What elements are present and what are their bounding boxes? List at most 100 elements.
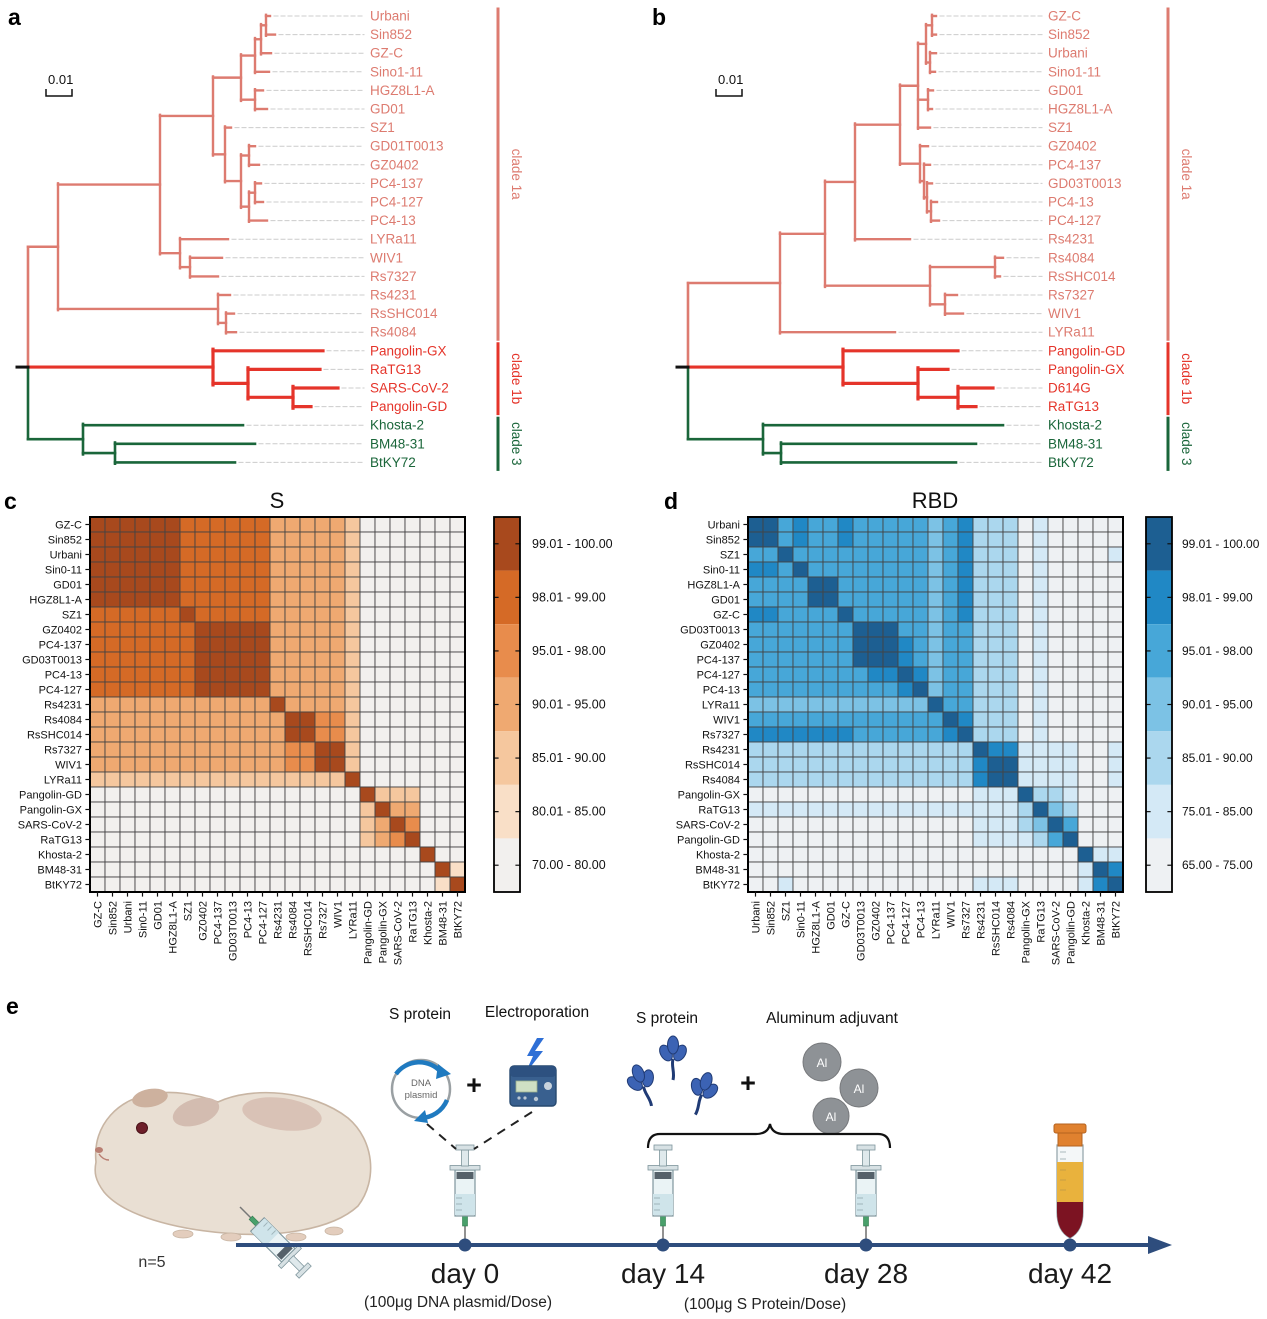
heatmap-cell	[254, 816, 271, 833]
heatmap-cell	[374, 741, 391, 758]
heatmap-cell	[957, 681, 974, 698]
heatmap-cell	[299, 561, 316, 578]
heatmap-cell	[957, 516, 974, 533]
heatmap-cell	[1002, 756, 1019, 773]
heatmap-cell	[389, 861, 406, 878]
heatmap-cell	[1107, 741, 1124, 758]
heatmap-cell	[449, 741, 466, 758]
heatmap-cell	[149, 606, 166, 623]
heatmap-cell	[1062, 861, 1079, 878]
heatmap-cell	[747, 756, 764, 773]
tree-leaf-label: RsSHC014	[370, 306, 438, 321]
heatmap-cell	[209, 771, 226, 788]
heatmap-cell	[867, 591, 884, 608]
heatmap-cell	[852, 831, 869, 848]
heatmap-cell	[822, 696, 839, 713]
heatmap-cell	[224, 696, 241, 713]
heatmap-rbd-title: RBD	[911, 488, 959, 513]
heatmap-cell	[912, 831, 929, 848]
heatmap-cell	[957, 696, 974, 713]
heatmap-cell	[119, 711, 136, 728]
heatmap-cell	[104, 786, 121, 803]
heatmap-cell	[89, 786, 106, 803]
heatmap-cell	[419, 786, 436, 803]
heatmap-cell	[194, 681, 211, 698]
heatmap-cell	[942, 816, 959, 833]
heatmap-cell	[1017, 831, 1034, 848]
heatmap-cell	[807, 726, 824, 743]
heatmap-cell	[89, 576, 106, 593]
dashed-connector	[426, 1123, 457, 1150]
heatmap-cell	[807, 861, 824, 878]
heatmap-cell	[1002, 606, 1019, 623]
scalebar-label: 0.01	[48, 72, 73, 87]
tree-leaf-label: Sino1-11	[1048, 64, 1101, 79]
heatmap-cell	[747, 876, 764, 893]
heatmap-cell	[822, 591, 839, 608]
heatmap-cell	[164, 561, 181, 578]
tree-leaf-label: SZ1	[370, 120, 395, 135]
heatmap-cell	[852, 726, 869, 743]
heatmap-cell	[897, 621, 914, 638]
heatmap-cell	[299, 876, 316, 893]
heatmap-cell	[194, 756, 211, 773]
heatmap-cell	[374, 681, 391, 698]
heatmap-cell	[807, 771, 824, 788]
heatmap-cell	[374, 576, 391, 593]
heatmap-cell	[1107, 726, 1124, 743]
heatmap-cell	[329, 546, 346, 563]
heatmap-cell	[344, 771, 361, 788]
tree-leaf-label: PC4-13	[1048, 195, 1094, 210]
plasmid-label-line1: DNA	[411, 1078, 432, 1089]
colorbar-border	[1145, 516, 1173, 893]
heatmap-cell	[179, 741, 196, 758]
heatmap-cell	[987, 621, 1004, 638]
heatmap-cell	[404, 771, 421, 788]
tree-leaf-label: Pangolin-GX	[1048, 362, 1125, 377]
heatmap-cell	[1017, 516, 1034, 533]
brace	[646, 1123, 892, 1149]
heatmap-cell	[867, 726, 884, 743]
heatmap-cell	[1092, 846, 1109, 863]
heatmap-cell	[104, 621, 121, 638]
heatmap-cell	[1077, 741, 1094, 758]
heatmap-cell	[344, 606, 361, 623]
heatmap-cell	[1047, 606, 1064, 623]
heatmap-cell	[209, 531, 226, 548]
heatmap-col-label: GZ0402	[198, 901, 210, 941]
timeline-dot-day0	[458, 1238, 472, 1252]
heatmap-cell	[359, 696, 376, 713]
timeline-dot-day42	[1063, 1238, 1077, 1252]
heatmap-cell	[359, 741, 376, 758]
heatmap-cell	[284, 771, 301, 788]
heatmap-cell	[897, 756, 914, 773]
heatmap-cell	[434, 516, 451, 533]
heatmap-cell	[209, 711, 226, 728]
heatmap-cell	[284, 876, 301, 893]
heatmap-cell	[254, 846, 271, 863]
heatmap-row-label: Pangolin-GX	[678, 789, 741, 801]
legend-label: 80.01 - 85.00	[532, 805, 606, 819]
heatmap-cell	[897, 651, 914, 668]
heatmap-cell	[1002, 546, 1019, 563]
heatmap-cell	[449, 711, 466, 728]
heatmap-cell	[987, 831, 1004, 848]
heatmap-cell	[344, 516, 361, 533]
panel-letter-b: b	[652, 4, 667, 30]
heatmap-cell	[269, 546, 286, 563]
heatmap-cell	[942, 846, 959, 863]
heatmap-cell	[1077, 861, 1094, 878]
heatmap-cell	[747, 546, 764, 563]
heatmap-cell	[449, 651, 466, 668]
heatmap-cell	[1032, 561, 1049, 578]
heatmap-cell	[837, 816, 854, 833]
heatmap-cell	[867, 621, 884, 638]
heatmap-cell	[1002, 846, 1019, 863]
heatmap-cell	[807, 711, 824, 728]
clade-label: clade 1b	[509, 353, 524, 404]
panel-e-art: DNA plasmid	[94, 1034, 1172, 1283]
heatmap-cell	[134, 816, 151, 833]
heatmap-cell	[957, 576, 974, 593]
heatmap-cell	[837, 771, 854, 788]
heatmap-cell	[89, 801, 106, 818]
